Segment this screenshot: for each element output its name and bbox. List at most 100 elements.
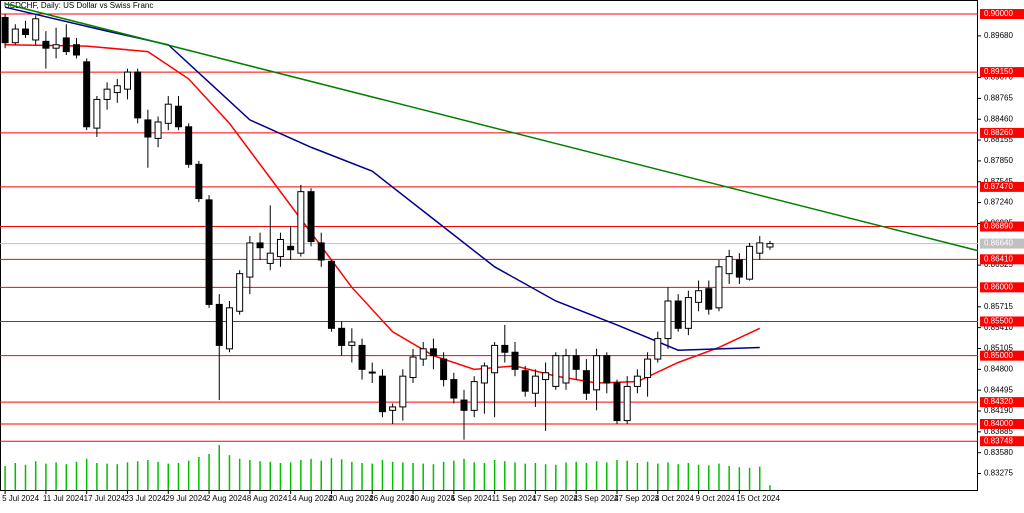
x-tick-label: 30 Aug 2024 xyxy=(410,494,455,503)
candle-body xyxy=(735,259,743,278)
candle-body xyxy=(684,297,692,329)
candle-body xyxy=(542,372,550,381)
overlay-line xyxy=(4,3,978,252)
candle-body xyxy=(389,406,397,411)
candle-body xyxy=(491,344,499,374)
candle-body xyxy=(327,260,335,329)
candle-body xyxy=(256,242,264,249)
candle-body xyxy=(766,243,774,248)
level-label-box xyxy=(980,254,1024,265)
x-tick-label: 8 Aug 2024 xyxy=(247,494,288,503)
level-label: 0.86000 xyxy=(984,282,1013,291)
level-label: 0.86410 xyxy=(984,254,1013,263)
x-tick-label: 17 Sep 2024 xyxy=(532,494,578,503)
level-label-box xyxy=(980,9,1024,20)
candle-body xyxy=(205,199,213,305)
x-tick-label: 23 Sep 2024 xyxy=(573,494,619,503)
x-tick-label: 20 Aug 2024 xyxy=(328,494,373,503)
y-tick-label: 0.83275 xyxy=(984,469,1013,478)
y-tick-label: 0.84190 xyxy=(984,406,1013,415)
candle-body xyxy=(705,288,713,310)
level-label: 0.84000 xyxy=(984,419,1013,428)
candle-body xyxy=(297,191,305,254)
x-tick-label: 2 Aug 2024 xyxy=(206,494,247,503)
level-label: 0.86890 xyxy=(984,222,1013,231)
x-tick-label: 23 Jul 2024 xyxy=(124,494,166,503)
level-label: 0.88260 xyxy=(984,128,1013,137)
y-tick-label: 0.88765 xyxy=(984,94,1013,103)
level-label-box xyxy=(980,418,1024,429)
x-tick-label: 15 Oct 2024 xyxy=(736,494,780,503)
x-tick-label: 5 Jul 2024 xyxy=(2,494,39,503)
candle-body xyxy=(593,355,601,391)
level-label: 0.85000 xyxy=(984,351,1013,360)
level-label: 0.83748 xyxy=(984,436,1013,445)
candle-body xyxy=(470,381,478,411)
candle-body xyxy=(113,85,121,94)
candle-body xyxy=(623,385,631,422)
candle-body xyxy=(531,375,539,394)
x-tick-label: 5 Sep 2024 xyxy=(451,494,492,503)
y-tick-label: 0.89680 xyxy=(984,31,1013,40)
candle-body xyxy=(399,375,407,408)
candle-body xyxy=(521,370,529,392)
chart-title: USDCHF, Daily: US Dollar vs Swiss Franc xyxy=(4,1,153,10)
candle-body xyxy=(715,266,723,309)
candle-body xyxy=(613,382,621,422)
x-tick-label: 11 Jul 2024 xyxy=(43,494,84,503)
candle-body xyxy=(562,355,570,384)
x-tick-label: 14 Aug 2024 xyxy=(288,494,333,503)
candle-body xyxy=(460,399,468,411)
candle-body xyxy=(266,252,274,264)
level-label-box xyxy=(980,397,1024,408)
candle-body xyxy=(246,242,254,278)
x-tick-label: 3 Oct 2024 xyxy=(655,494,695,503)
y-tick-label: 0.87240 xyxy=(984,198,1013,207)
candle-body xyxy=(154,121,162,139)
x-tick-label: 29 Jul 2024 xyxy=(165,494,207,503)
level-label-box xyxy=(980,282,1024,293)
candle-body xyxy=(419,348,427,360)
candle-body xyxy=(21,28,29,36)
y-tick-label: 0.88155 xyxy=(984,135,1013,144)
x-tick-label: 26 Aug 2024 xyxy=(369,494,414,503)
level-label: 0.90000 xyxy=(984,9,1013,18)
candle-body xyxy=(317,242,325,261)
candle-body xyxy=(511,351,519,370)
y-tick-label: 0.85105 xyxy=(984,344,1013,353)
level-label-box xyxy=(980,127,1024,138)
price-label-box xyxy=(980,238,1024,249)
candle-body xyxy=(144,119,152,138)
level-label-box xyxy=(980,350,1024,361)
candle-body xyxy=(83,61,91,128)
level-label-box xyxy=(980,316,1024,327)
y-tick-label: 0.85410 xyxy=(984,323,1013,332)
candle-body xyxy=(62,37,70,53)
candle-body xyxy=(225,307,233,350)
y-tick-label: 0.83580 xyxy=(984,448,1013,457)
y-tick-label: 0.85715 xyxy=(984,302,1013,311)
plot-frame xyxy=(0,0,978,491)
candle-body xyxy=(11,28,19,44)
y-tick-label: 0.84800 xyxy=(984,364,1013,373)
candle-body xyxy=(603,355,611,384)
candle-body xyxy=(1,16,9,44)
price-label: 0.86640 xyxy=(984,239,1013,248)
level-label: 0.89150 xyxy=(984,67,1013,76)
candle-body xyxy=(276,238,284,258)
candle-body xyxy=(582,370,590,394)
level-label-box xyxy=(980,221,1024,232)
candle-body xyxy=(378,375,386,413)
candle-body xyxy=(236,273,244,312)
y-tick-label: 0.89070 xyxy=(984,73,1013,82)
level-label: 0.87470 xyxy=(984,182,1013,191)
y-tick-label: 0.83885 xyxy=(984,427,1013,436)
level-label-box xyxy=(980,436,1024,447)
level-label-box xyxy=(980,67,1024,78)
candle-body xyxy=(93,98,101,129)
candle-body xyxy=(633,375,641,387)
level-label-box xyxy=(980,181,1024,192)
candle-body xyxy=(195,163,203,200)
candle-body xyxy=(674,300,682,329)
candle-body xyxy=(572,355,580,370)
